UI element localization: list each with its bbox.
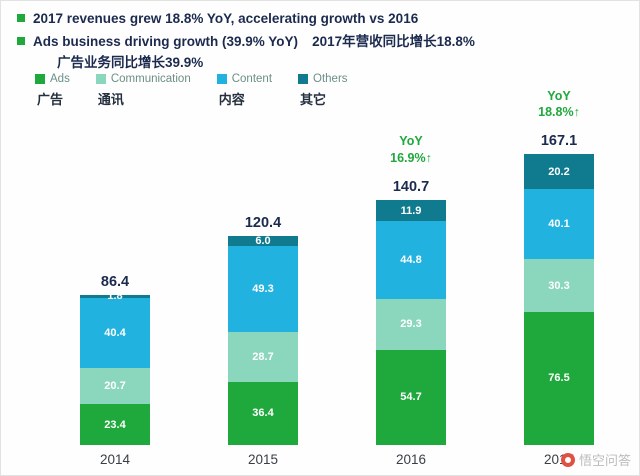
legend-label: Communication	[110, 73, 191, 85]
bar-segment-ads: 36.4	[228, 381, 298, 445]
bar-segment-ads: 54.7	[376, 349, 446, 445]
bar-segment-content: 40.4	[80, 298, 150, 369]
watermark-logo-icon	[560, 452, 575, 467]
header-line-1-text: 2017 revenues grew 18.8% YoY, accelerati…	[33, 11, 419, 26]
bar-segment-content: 40.1	[524, 189, 594, 260]
legend-item-others: Others 其它	[298, 73, 348, 108]
bar-segment-ads: 76.5	[524, 311, 594, 445]
bar-column-2015: 120.4 36.4 28.7 49.3 6.0 2015	[189, 57, 337, 467]
header-line-2: Ads business driving growth (39.9% YoY) 2…	[17, 32, 629, 52]
header-line-2-zh: 2017年营收同比增长18.8%	[312, 33, 475, 49]
bar-segment-others: 6.0	[228, 235, 298, 247]
bar-column-2017: YoY 18.8%↑ 167.1 76.5 30.3 40.1 20.2 2017	[485, 57, 633, 467]
legend-label-zh: 其它	[300, 92, 327, 107]
x-axis-label: 2014	[99, 452, 131, 467]
bar-segment-communication: 29.3	[376, 298, 446, 350]
yoy-label: YoY 16.9%↑	[390, 134, 432, 166]
header: 2017 revenues grew 18.8% YoY, accelerati…	[17, 9, 629, 73]
legend-label-zh: 广告	[37, 92, 64, 107]
bar-segment-content: 49.3	[228, 245, 298, 332]
bar-segment-others: 20.2	[524, 154, 594, 190]
bar-column-2016: YoY 16.9%↑ 140.7 54.7 29.3 44.8 11.9 2016	[337, 57, 485, 467]
stacked-bar-2017: 76.5 30.3 40.1 20.2	[524, 154, 594, 445]
bar-segment-ads: 23.4	[80, 404, 150, 445]
bar-column-2014: 86.4 23.4 20.7 40.4 1.8 2014	[41, 57, 189, 467]
legend-swatch-ads	[35, 74, 45, 84]
legend-item-communication: Communication 通讯	[95, 73, 191, 108]
stacked-bar-2014: 23.4 20.7 40.4 1.8	[80, 290, 150, 445]
x-axis-label: 2016	[395, 452, 427, 467]
legend-label-zh: 内容	[218, 92, 245, 107]
bar-total-label: 167.1	[540, 133, 578, 150]
legend-label-zh: 通讯	[97, 92, 124, 107]
bar-total-label: 140.7	[392, 179, 430, 196]
legend-swatch-communication	[95, 74, 106, 84]
watermark: 悟空问答	[560, 450, 631, 469]
yoy-label: YoY 18.8%↑	[538, 88, 580, 120]
bullet-icon	[17, 14, 25, 22]
bar-segment-content: 44.8	[376, 220, 446, 299]
stacked-bar-2016: 54.7 29.3 44.8 11.9	[376, 200, 446, 445]
watermark-text: 悟空问答	[578, 453, 631, 468]
bar-segment-communication: 30.3	[524, 259, 594, 312]
bullet-icon	[17, 36, 25, 45]
bar-segment-communication: 28.7	[228, 331, 298, 382]
x-axis-label: 2015	[247, 452, 279, 467]
plot-columns: 86.4 23.4 20.7 40.4 1.8 2014 120.4 36.4 28.7 49.3…	[41, 57, 633, 467]
bar-total-label: 120.4	[244, 214, 282, 231]
header-line-1: 2017 revenues grew 18.8% YoY, accelerati…	[17, 9, 629, 29]
header-line-2-en: Ads business driving growth (39.9% YoY)	[33, 33, 299, 49]
legend-label: Others	[313, 73, 348, 85]
header-line-2-group: Ads business driving growth (39.9% YoY) 2…	[33, 32, 475, 52]
bar-segment-others: 1.8	[80, 290, 150, 302]
bar-segment-communication: 20.7	[80, 368, 150, 405]
header-line-3-zh: 广告业务同比增长39.9%	[57, 55, 204, 71]
legend-label: Ads	[50, 73, 70, 85]
legend-swatch-others	[298, 74, 309, 84]
bar-total-label: 86.4	[100, 273, 130, 290]
legend-item-content: Content 内容	[216, 73, 273, 108]
legend-label: Content	[231, 73, 273, 85]
legend: Ads 广告 Communication 通讯 Content 内容 Other…	[35, 73, 348, 108]
legend-swatch-content	[216, 74, 227, 84]
bar-segment-others: 11.9	[376, 200, 446, 221]
legend-item-ads: Ads 广告	[35, 73, 70, 108]
stacked-bar-2015: 36.4 28.7 49.3 6.0	[228, 235, 298, 445]
